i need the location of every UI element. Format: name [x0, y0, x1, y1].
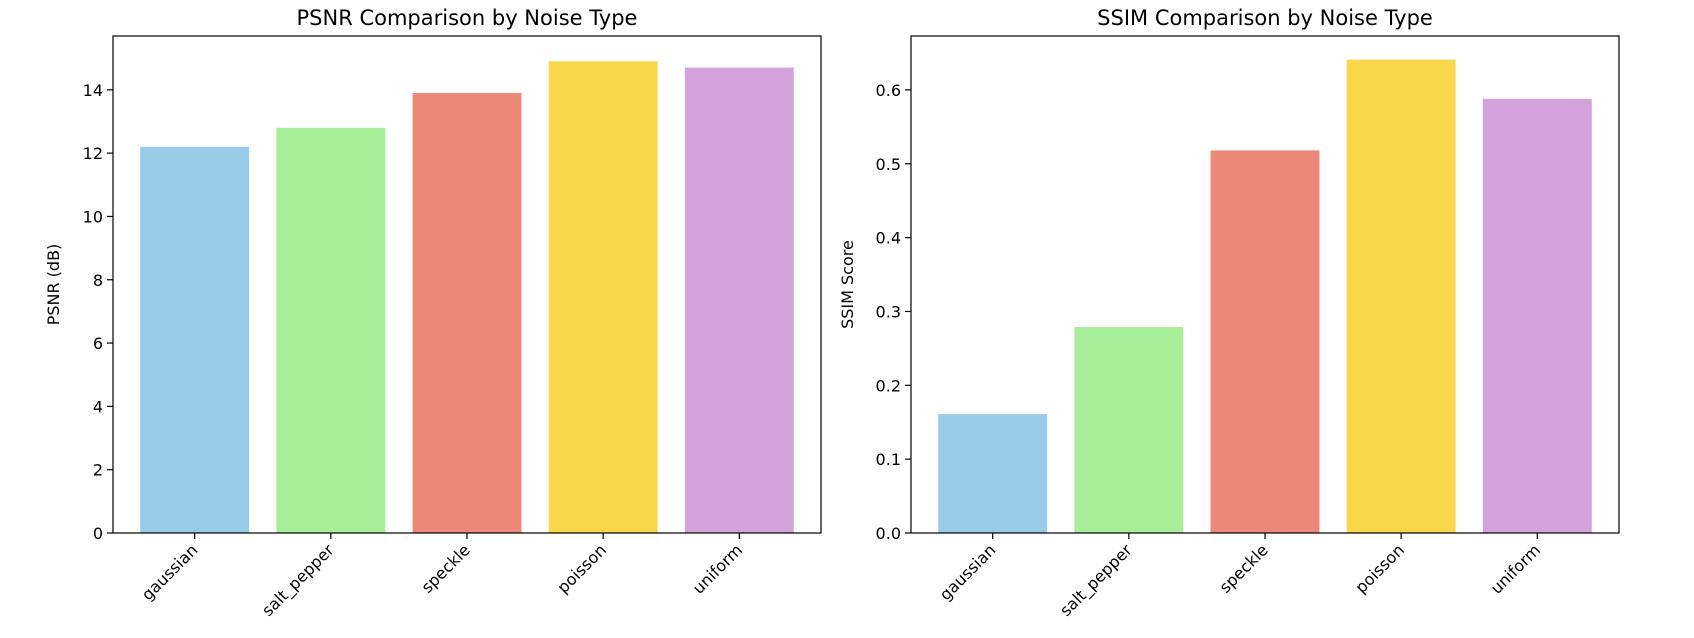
bar-speckle: [1210, 150, 1320, 533]
x-tick-label: speckle: [1215, 540, 1271, 596]
y-tick-label: 0.0: [876, 524, 901, 543]
y-axis-ticks: 0 2 4 6 8 10 12 14: [83, 81, 113, 543]
bar-salt_pepper: [1074, 326, 1184, 533]
x-tick-label: gaussian: [936, 540, 1000, 604]
x-axis-ticks: gaussian salt_pepper speckle poisson uniform: [936, 533, 1544, 621]
bar-gaussian: [140, 146, 250, 533]
bar-uniform: [1482, 98, 1592, 533]
y-axis-ticks: 0.0 0.1 0.2 0.3 0.4 0.5 0.6: [876, 81, 911, 543]
y-axis-label: PSNR (dB): [44, 244, 63, 326]
y-tick-label: 0.6: [876, 81, 901, 100]
x-tick-label: poisson: [553, 540, 610, 597]
x-tick-label: salt_pepper: [258, 540, 339, 621]
ssim-chart: SSIM Comparison by Noise Type SSIM Score…: [838, 6, 1620, 621]
chart-title: SSIM Comparison by Noise Type: [1097, 6, 1433, 30]
y-tick-label: 0.3: [876, 302, 901, 321]
plot-frame: [910, 35, 1620, 534]
y-tick-label: 4: [93, 397, 103, 416]
y-tick-label: 0.5: [876, 155, 901, 174]
bar-salt_pepper: [276, 127, 386, 533]
x-tick-label: speckle: [417, 540, 473, 596]
bar-poisson: [1346, 59, 1456, 533]
y-tick-label: 10: [83, 207, 103, 226]
y-tick-label: 8: [93, 271, 103, 290]
x-tick-label: uniform: [1487, 540, 1544, 597]
x-tick-label: poisson: [1351, 540, 1408, 597]
x-tick-label: gaussian: [138, 540, 202, 604]
bars: [140, 61, 794, 534]
x-tick-label: salt_pepper: [1056, 540, 1137, 621]
y-tick-label: 0: [93, 524, 103, 543]
chart-title: PSNR Comparison by Noise Type: [297, 6, 638, 30]
x-tick-label: uniform: [689, 540, 746, 597]
bar-uniform: [684, 67, 794, 533]
y-tick-label: 14: [83, 81, 103, 100]
bar-poisson: [548, 61, 658, 534]
plot-frame: [112, 35, 822, 534]
y-tick-label: 2: [93, 461, 103, 480]
y-axis-label: SSIM Score: [838, 240, 857, 329]
psnr-chart: PSNR Comparison by Noise Type PSNR (dB) …: [44, 6, 822, 621]
y-tick-label: 0.4: [876, 229, 901, 248]
bars: [938, 59, 1592, 533]
bar-gaussian: [938, 414, 1048, 533]
y-tick-label: 6: [93, 334, 103, 353]
y-tick-label: 12: [83, 144, 103, 163]
y-tick-label: 0.1: [876, 450, 901, 469]
y-tick-label: 0.2: [876, 376, 901, 395]
x-axis-ticks: gaussian salt_pepper speckle poisson uniform: [138, 533, 746, 621]
bar-speckle: [412, 92, 522, 533]
